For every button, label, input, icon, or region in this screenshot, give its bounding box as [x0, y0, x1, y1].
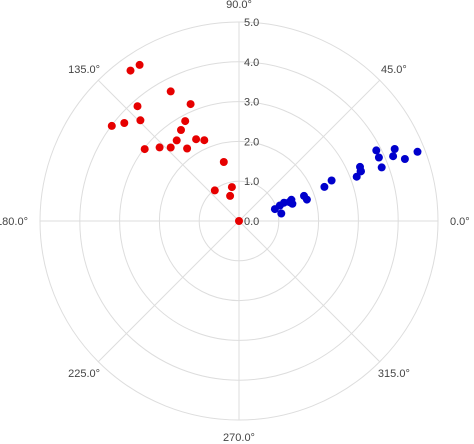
- series-1-point: [166, 87, 175, 96]
- series-1-point: [181, 117, 190, 126]
- series-2-point: [400, 155, 409, 163]
- series-1-point: [183, 144, 192, 153]
- series-1-point: [133, 102, 142, 111]
- series-1-point: [186, 100, 195, 109]
- series-2-point: [320, 182, 329, 191]
- series-2-point: [389, 152, 398, 161]
- angular-tick-label: 315.0°: [378, 368, 410, 380]
- series-2-point: [372, 146, 381, 155]
- radial-tick-label: 1.0: [244, 176, 259, 188]
- series-2-point: [356, 162, 364, 171]
- series-1-point: [126, 66, 135, 75]
- angular-grid-spoke: [238, 79, 381, 222]
- angular-tick-label: 135.0°: [68, 64, 100, 76]
- radial-tick-label: 2.0: [244, 136, 259, 148]
- series-1-point: [200, 136, 209, 145]
- angular-grid-spoke: [238, 220, 381, 363]
- series-2-point: [277, 209, 286, 218]
- series-2-point: [377, 163, 386, 172]
- series-1-point: [227, 183, 236, 192]
- radial-tick-label: 5.0: [244, 17, 259, 29]
- angular-grid-spoke: [97, 220, 240, 363]
- series-2-point: [413, 147, 422, 156]
- radial-tick-label: 3.0: [244, 97, 259, 109]
- angular-tick-label: 45.0°: [381, 64, 407, 76]
- angular-tick-label: 0.0°: [450, 216, 470, 228]
- series-1-point: [219, 158, 228, 166]
- series-1-point: [135, 60, 144, 69]
- series-1-point: [166, 143, 175, 152]
- series-2-point: [302, 195, 311, 204]
- series-1-point: [136, 116, 145, 125]
- series-2-point: [327, 176, 336, 185]
- series-2-point: [374, 153, 383, 162]
- series-1-point: [107, 121, 116, 130]
- radial-tick-label: 4.0: [244, 57, 259, 69]
- series-1-point: [177, 126, 185, 134]
- radial-tick-label: 0.0: [244, 216, 259, 228]
- series-1-point: [140, 145, 149, 154]
- angular-tick-label: 180.0°: [0, 216, 28, 228]
- series-1-point: [226, 191, 235, 200]
- angular-tick-label: 90.0°: [226, 0, 252, 11]
- data-points: [107, 60, 422, 225]
- series-1-point: [210, 186, 219, 195]
- series-1-point: [192, 135, 201, 144]
- series-1-point: [172, 136, 181, 145]
- angular-tick-label: 270.0°: [223, 432, 255, 444]
- angular-tick-label: 225.0°: [68, 368, 100, 380]
- series-1-point: [120, 119, 129, 127]
- series-2-point: [390, 145, 399, 153]
- series-1-point: [235, 217, 243, 225]
- series-1-point: [155, 143, 164, 152]
- series-2-point: [288, 199, 297, 208]
